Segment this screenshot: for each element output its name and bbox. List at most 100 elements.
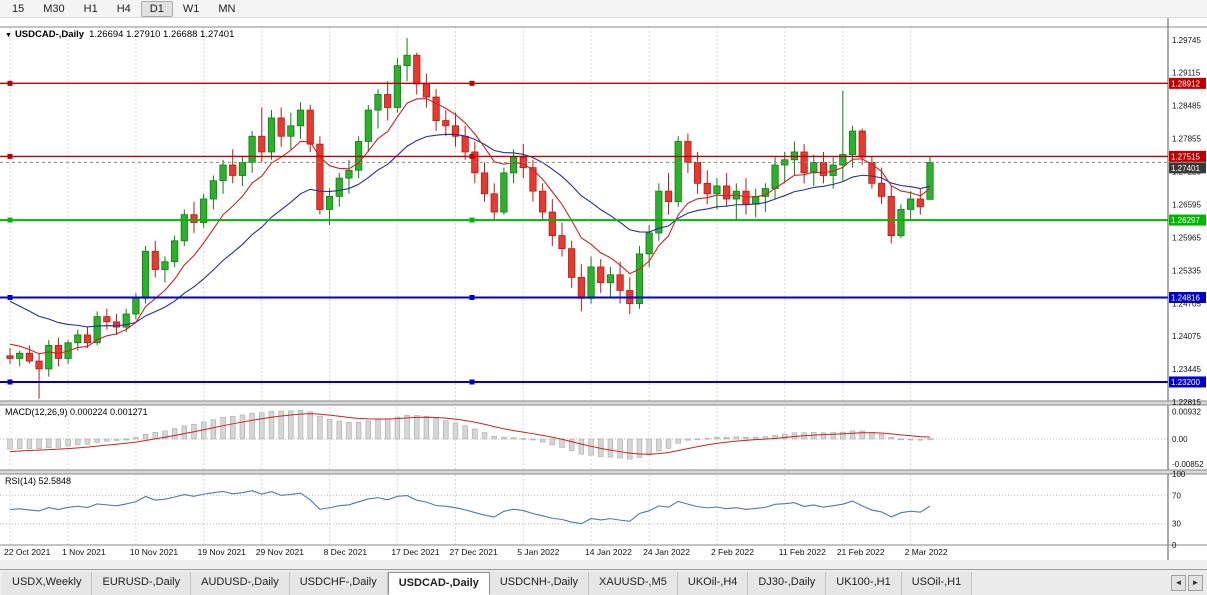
macd-histogram-bar — [510, 437, 517, 440]
candle-body — [655, 190, 663, 234]
timeframe-button-mn[interactable]: MN — [218, 2, 236, 15]
macd-histogram-bar — [714, 437, 720, 440]
macd-histogram-bar — [539, 438, 546, 443]
price-tag-1.23200-bg — [1169, 376, 1206, 388]
candle — [509, 149, 518, 184]
pane-splitter[interactable] — [0, 470, 1207, 474]
level-handle[interactable] — [469, 80, 475, 86]
timeframe-button-h1[interactable]: H1 — [83, 2, 98, 15]
macd-histogram-bar — [917, 438, 924, 441]
chart-tab-dj30-daily[interactable]: DJ30-,Daily — [748, 572, 827, 595]
candle-body — [771, 164, 779, 189]
macd-histogram-bar — [278, 410, 284, 440]
timeframe-button-d1[interactable]: D1 — [140, 0, 173, 17]
price-tag-1.24816-text: 1.24816 — [1171, 293, 1200, 302]
macd-histogram-bar — [433, 418, 439, 440]
rsi-axis-label: 0 — [1172, 541, 1177, 550]
pane-splitter[interactable] — [0, 401, 1207, 405]
rsi-axis-label: 100 — [1172, 470, 1186, 479]
chart-tab-ukoil-h4[interactable]: UKOil-,H4 — [677, 572, 749, 595]
candle — [655, 183, 663, 241]
date-axis-label: 19 Nov 2021 — [198, 547, 246, 557]
candle — [606, 266, 615, 299]
macd-histogram-bar — [239, 414, 246, 440]
candle — [916, 188, 924, 215]
candle — [35, 353, 43, 399]
price-tag-1.27515: 1.27515 — [1169, 150, 1206, 162]
chart-ohlc-values: 1.26694 1.27910 1.26688 1.27401 — [89, 29, 234, 40]
window-gap — [0, 560, 1207, 569]
level-handle[interactable] — [7, 80, 13, 86]
level-handle[interactable] — [7, 294, 13, 300]
candle-body — [45, 344, 53, 370]
macd-histogram-bar — [26, 438, 33, 449]
chart-collapse-icon[interactable]: ▼ — [5, 32, 12, 39]
tabs-scroll-right-button[interactable]: ► — [1188, 574, 1203, 591]
price-tag-1.26297-text: 1.26297 — [1171, 216, 1200, 225]
candle — [529, 159, 537, 202]
candle — [112, 314, 121, 335]
chart-tab-usdchf-daily[interactable]: USDCHF-,Daily — [289, 572, 388, 595]
chart-tab-xauusd-m5[interactable]: XAUUSD-,M5 — [589, 572, 678, 595]
candle-body — [403, 54, 411, 67]
chart-tab-audusd-daily[interactable]: AUDUSD-,Daily — [191, 572, 290, 595]
price-axis-label: 1.26595 — [1172, 200, 1201, 209]
chart-tab-usdx-weekly[interactable]: USDX,Weekly — [2, 572, 93, 595]
chart-tab-usdcad-daily[interactable]: USDCAD-,Daily — [387, 572, 490, 595]
candle — [151, 240, 159, 278]
macd-histogram-bar — [336, 420, 342, 440]
chart-tab-usoil-h1[interactable]: USOil-,H1 — [901, 572, 973, 595]
candle — [229, 149, 237, 184]
candle-body — [877, 182, 886, 197]
level-handle[interactable] — [7, 379, 13, 385]
price-tag-1.23200-text: 1.23200 — [1171, 378, 1200, 387]
candle-body — [558, 235, 566, 250]
macd-histogram-bar — [288, 410, 294, 440]
chart-tab-uk100-h1[interactable]: UK100-,H1 — [826, 572, 902, 595]
level-handle[interactable] — [469, 153, 475, 159]
price-axis-label: 1.24075 — [1172, 332, 1201, 341]
price-axis-label: 1.23445 — [1172, 365, 1201, 374]
candle — [723, 172, 731, 207]
level-handle[interactable] — [7, 153, 13, 159]
candle-body — [616, 274, 624, 291]
macd-histogram-bar — [307, 411, 313, 440]
chart-tabs: USDX,Weekly EURUSD-,Daily AUDUSD-,Daily USD… — [0, 570, 1167, 595]
macd-histogram-bar — [743, 436, 749, 440]
candle-body — [141, 250, 150, 299]
tabs-scroll-left-button[interactable]: ◄ — [1171, 574, 1186, 591]
candle — [752, 188, 760, 218]
level-handle[interactable] — [469, 217, 475, 223]
macd-histogram-bar — [830, 432, 836, 440]
macd-histogram-bar — [123, 438, 129, 441]
candle-body — [325, 195, 334, 210]
tab-scroll-controls: ◄ ► — [1167, 570, 1207, 595]
candle — [238, 157, 247, 186]
level-handle[interactable] — [7, 217, 13, 223]
candle-body — [296, 109, 305, 127]
macd-histogram-bar — [898, 438, 904, 441]
candle — [306, 104, 314, 152]
level-handle[interactable] — [469, 379, 475, 385]
candle — [539, 183, 547, 220]
candle — [209, 175, 217, 210]
level-handle[interactable] — [469, 294, 475, 300]
chart-tab-usdcnh-daily[interactable]: USDCNH-,Daily — [489, 572, 590, 595]
macd-axis-label: 0.00 — [1172, 435, 1188, 444]
timeframe-button-15[interactable]: 15 — [12, 2, 25, 15]
candle — [161, 256, 169, 283]
candle-body — [509, 156, 518, 174]
timeframe-button-m30[interactable]: M30 — [43, 2, 65, 15]
candle-body — [316, 143, 324, 210]
timeframe-button-w1[interactable]: W1 — [182, 2, 200, 15]
chart-tab-eurusd-daily[interactable]: EURUSD-,Daily — [92, 572, 192, 595]
candle-body — [432, 96, 440, 121]
macd-histogram-bar — [259, 412, 265, 440]
candle-body — [810, 162, 818, 174]
macd-histogram-bar — [75, 438, 81, 446]
macd-histogram-bar — [627, 438, 633, 460]
timeframe-button-h4[interactable]: H4 — [116, 2, 131, 15]
candle — [103, 308, 111, 330]
chart-canvas[interactable]: 1.297451.291151.284851.278551.272251.265… — [0, 18, 1207, 560]
current-price-tag-bg — [1169, 162, 1206, 174]
